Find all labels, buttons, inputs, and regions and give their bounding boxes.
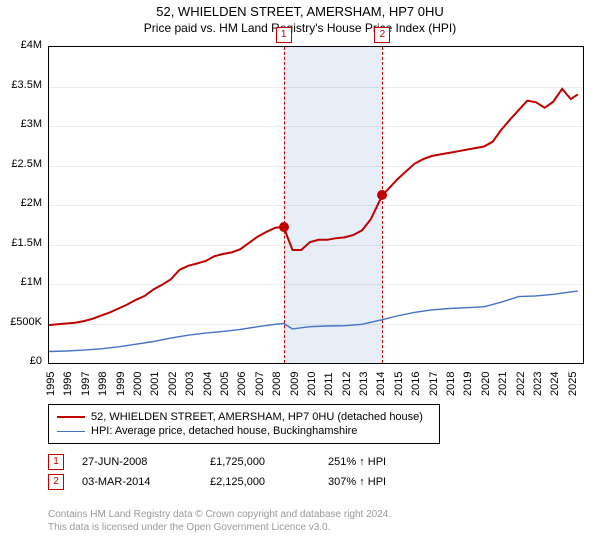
x-tick-label: 2014 xyxy=(375,372,387,396)
x-tick-label: 2025 xyxy=(567,372,579,396)
legend-item: HPI: Average price, detached house, Buck… xyxy=(57,425,431,437)
x-tick-label: 2017 xyxy=(428,372,440,396)
x-tick-label: 2023 xyxy=(532,372,544,396)
x-tick-label: 2016 xyxy=(410,372,422,396)
transaction-pct: 251% ↑ HPI xyxy=(328,456,386,468)
y-tick-label: £1M xyxy=(0,276,42,288)
x-tick-label: 2004 xyxy=(202,372,214,396)
x-tick-label: 1995 xyxy=(45,372,57,396)
x-tick-label: 2021 xyxy=(497,372,509,396)
x-tick-label: 1998 xyxy=(97,372,109,396)
chart-plot-area: 12 xyxy=(48,46,584,364)
legend-box: 52, WHIELDEN STREET, AMERSHAM, HP7 0HU (… xyxy=(48,404,440,444)
y-tick-label: £3M xyxy=(0,118,42,130)
x-tick-label: 2018 xyxy=(445,372,457,396)
transaction-row: 1 27-JUN-2008 £1,725,000 251% ↑ HPI xyxy=(48,454,386,470)
x-tick-label: 2024 xyxy=(549,372,561,396)
transactions-table: 1 27-JUN-2008 £1,725,000 251% ↑ HPI 2 03-MAR-… xyxy=(48,450,386,494)
x-tick-label: 2007 xyxy=(254,372,266,396)
x-tick-label: 2011 xyxy=(323,372,335,396)
sale-marker-1: 1 xyxy=(276,27,292,43)
sale-point-1 xyxy=(279,222,289,232)
y-tick-label: £1.5M xyxy=(0,237,42,249)
transaction-pct: 307% ↑ HPI xyxy=(328,476,386,488)
transaction-price: £2,125,000 xyxy=(210,476,310,488)
y-tick-label: £0 xyxy=(0,355,42,367)
y-tick-label: £2M xyxy=(0,197,42,209)
x-tick-label: 2000 xyxy=(132,372,144,396)
transaction-marker: 1 xyxy=(48,454,64,470)
x-tick-label: 2005 xyxy=(219,372,231,396)
y-tick-label: £500K xyxy=(0,316,42,328)
x-tick-label: 2002 xyxy=(167,372,179,396)
x-tick-label: 2020 xyxy=(480,372,492,396)
x-tick-label: 1999 xyxy=(115,372,127,396)
x-tick-label: 2001 xyxy=(149,372,161,396)
x-tick-label: 2015 xyxy=(393,372,405,396)
x-tick-label: 2022 xyxy=(515,372,527,396)
x-tick-label: 1996 xyxy=(62,372,74,396)
chart-subtitle: Price paid vs. HM Land Registry's House … xyxy=(0,21,600,35)
x-tick-label: 2008 xyxy=(271,372,283,396)
transaction-date: 27-JUN-2008 xyxy=(82,456,192,468)
footer-line1: Contains HM Land Registry data © Crown c… xyxy=(48,508,391,521)
x-tick-label: 2010 xyxy=(306,372,318,396)
series-hpi_avg xyxy=(49,291,578,351)
x-tick-label: 2019 xyxy=(462,372,474,396)
y-tick-label: £4M xyxy=(0,39,42,51)
footer-text: Contains HM Land Registry data © Crown c… xyxy=(48,508,391,534)
transaction-row: 2 03-MAR-2014 £2,125,000 307% ↑ HPI xyxy=(48,474,386,490)
sale-point-2 xyxy=(377,190,387,200)
legend-swatch xyxy=(57,416,85,418)
chart-title: 52, WHIELDEN STREET, AMERSHAM, HP7 0HU xyxy=(0,4,600,19)
x-tick-label: 2006 xyxy=(236,372,248,396)
series-price_hpi xyxy=(49,89,578,325)
x-tick-label: 2003 xyxy=(184,372,196,396)
x-tick-label: 2013 xyxy=(358,372,370,396)
legend-label: 52, WHIELDEN STREET, AMERSHAM, HP7 0HU (… xyxy=(91,411,423,423)
y-tick-label: £2.5M xyxy=(0,158,42,170)
legend-swatch xyxy=(57,431,85,432)
footer-line2: This data is licensed under the Open Gov… xyxy=(48,521,391,534)
x-tick-label: 1997 xyxy=(80,372,92,396)
transaction-price: £1,725,000 xyxy=(210,456,310,468)
transaction-marker: 2 xyxy=(48,474,64,490)
sale-marker-2: 2 xyxy=(374,27,390,43)
transaction-date: 03-MAR-2014 xyxy=(82,476,192,488)
x-tick-label: 2009 xyxy=(289,372,301,396)
y-tick-label: £3.5M xyxy=(0,79,42,91)
x-tick-label: 2012 xyxy=(341,372,353,396)
legend-label: HPI: Average price, detached house, Buck… xyxy=(91,425,357,437)
legend-item: 52, WHIELDEN STREET, AMERSHAM, HP7 0HU (… xyxy=(57,411,431,423)
